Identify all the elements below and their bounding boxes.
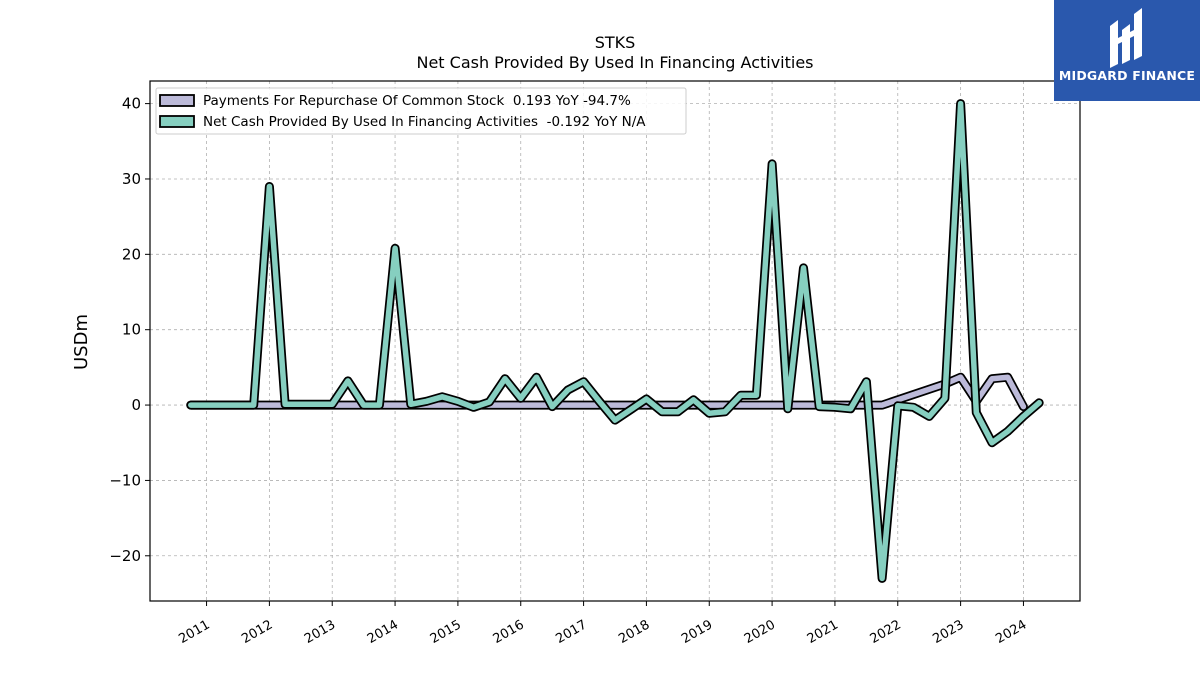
legend-frame [155,87,687,135]
x-tick-label: 2013 [302,617,338,647]
x-tick-label: 2014 [365,617,401,647]
y-axis: 40 30 20 10 0 −10 −20 [109,95,150,565]
chart-subtitle: Net Cash Provided By Used In Financing A… [416,53,813,72]
y-tick-label: −10 [109,471,141,489]
x-tick-label: 2017 [553,617,589,647]
legend-swatch-repurchase [159,94,195,107]
series-outline-net-cash-financing [186,99,1044,583]
brand-logo: MIDGARD FINANCE [1054,0,1200,101]
y-tick-label: 40 [122,95,141,113]
x-axis: 2011 2012 2013 2014 2015 2016 2017 2018 2019 2020… [176,601,1029,647]
x-tick-label: 2020 [742,617,778,647]
legend-swatch-net-cash-financing [159,115,195,128]
x-tick-label: 2019 [679,617,715,647]
x-tick-label: 2021 [805,617,841,647]
x-tick-label: 2024 [993,617,1029,647]
x-tick-label: 2023 [930,617,966,647]
gridlines [150,81,1080,601]
y-tick-label: 20 [122,245,141,263]
legend-label-repurchase: Payments For Repurchase Of Common Stock … [203,93,631,109]
x-tick-label: 2012 [239,617,275,647]
series-line-net-cash-financing [188,100,1042,582]
legend: Payments For Repurchase Of Common Stock … [155,87,687,135]
y-tick-label: 10 [122,321,141,339]
y-axis-label: USDm [71,314,92,370]
brand-name: MIDGARD FINANCE [1058,68,1196,83]
x-tick-label: 2011 [176,617,212,647]
x-tick-label: 2022 [868,617,904,647]
y-tick-label: −20 [109,547,141,565]
x-tick-label: 2018 [616,617,652,647]
brand-mark-icon [1110,8,1142,68]
x-tick-label: 2015 [428,617,464,647]
series-line-repurchase [188,374,1027,410]
series-lines [186,99,1044,583]
x-tick-label: 2016 [491,617,527,647]
plot-frame [149,80,1081,602]
chart-title: STKS [595,33,636,52]
legend-label-net-cash-financing: Net Cash Provided By Used In Financing A… [203,114,646,130]
y-tick-label: 0 [131,396,141,414]
y-tick-label: 30 [122,170,141,188]
